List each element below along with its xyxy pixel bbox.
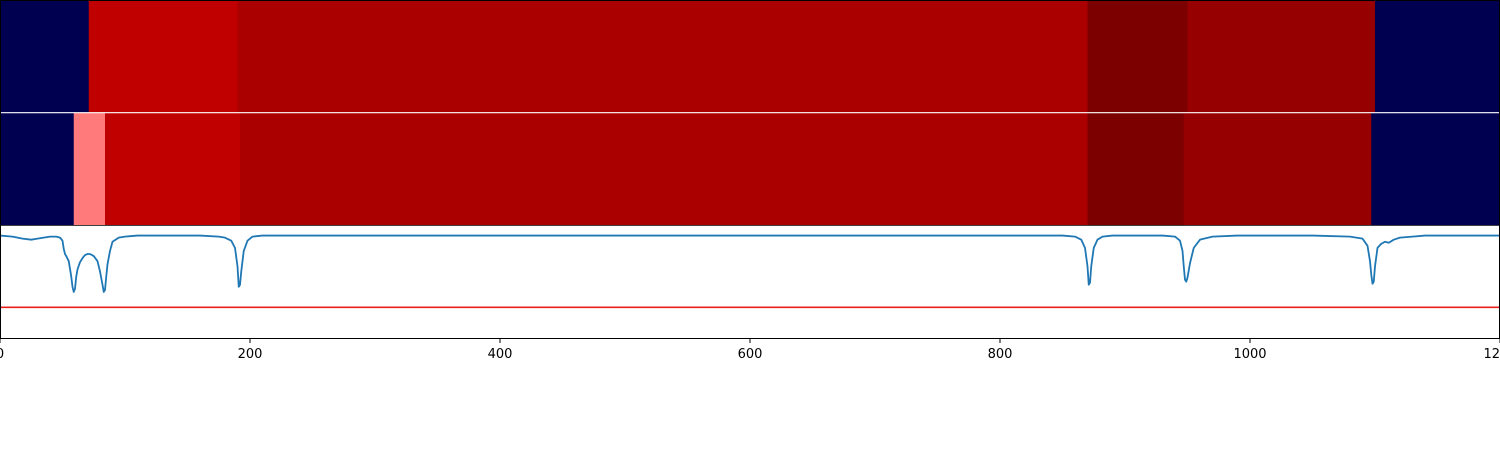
heatmap-cell-row2-5 (1087, 112, 1185, 226)
heatmap-cell-row2-4 (240, 112, 1088, 226)
heatmap-cell-row2-1 (0, 112, 75, 226)
heatmap-cell-row2-6 (1183, 112, 1372, 226)
x-tick-label-400: 400 (488, 347, 513, 362)
heatmap-cell-row1-5 (1187, 0, 1376, 113)
x-tick-label-1200: 1200 (1483, 347, 1500, 362)
heatmap-cell-row1-1 (0, 0, 90, 113)
heatmap-cell-row1-3 (237, 0, 1088, 113)
heatmap-rows (0, 0, 1500, 226)
x-tick-label-600: 600 (738, 347, 763, 362)
x-tick-label-0: 0 (0, 347, 4, 362)
signal-panel-background (0, 225, 1500, 338)
x-axis: 0 200 400 600 800 1000 1200 (0, 338, 1500, 362)
x-tick-label-1000: 1000 (1233, 347, 1266, 362)
x-tick-label-200: 200 (238, 347, 263, 362)
x-tick-label-800: 800 (988, 347, 1013, 362)
signal-trace (0, 234, 1500, 293)
heatmap-cell-row2-3 (105, 112, 241, 226)
signal-panel (0, 225, 1500, 338)
heatmap-cell-row1-2 (88, 0, 238, 113)
heatmap-cell-row2-2 (73, 112, 106, 226)
heatmap-cell-row1-6 (1375, 0, 1500, 113)
heatmap-cell-row1-4 (1087, 0, 1188, 113)
row-dividers (0, 112, 1500, 226)
heatmap-cell-row2-7 (1371, 112, 1500, 226)
